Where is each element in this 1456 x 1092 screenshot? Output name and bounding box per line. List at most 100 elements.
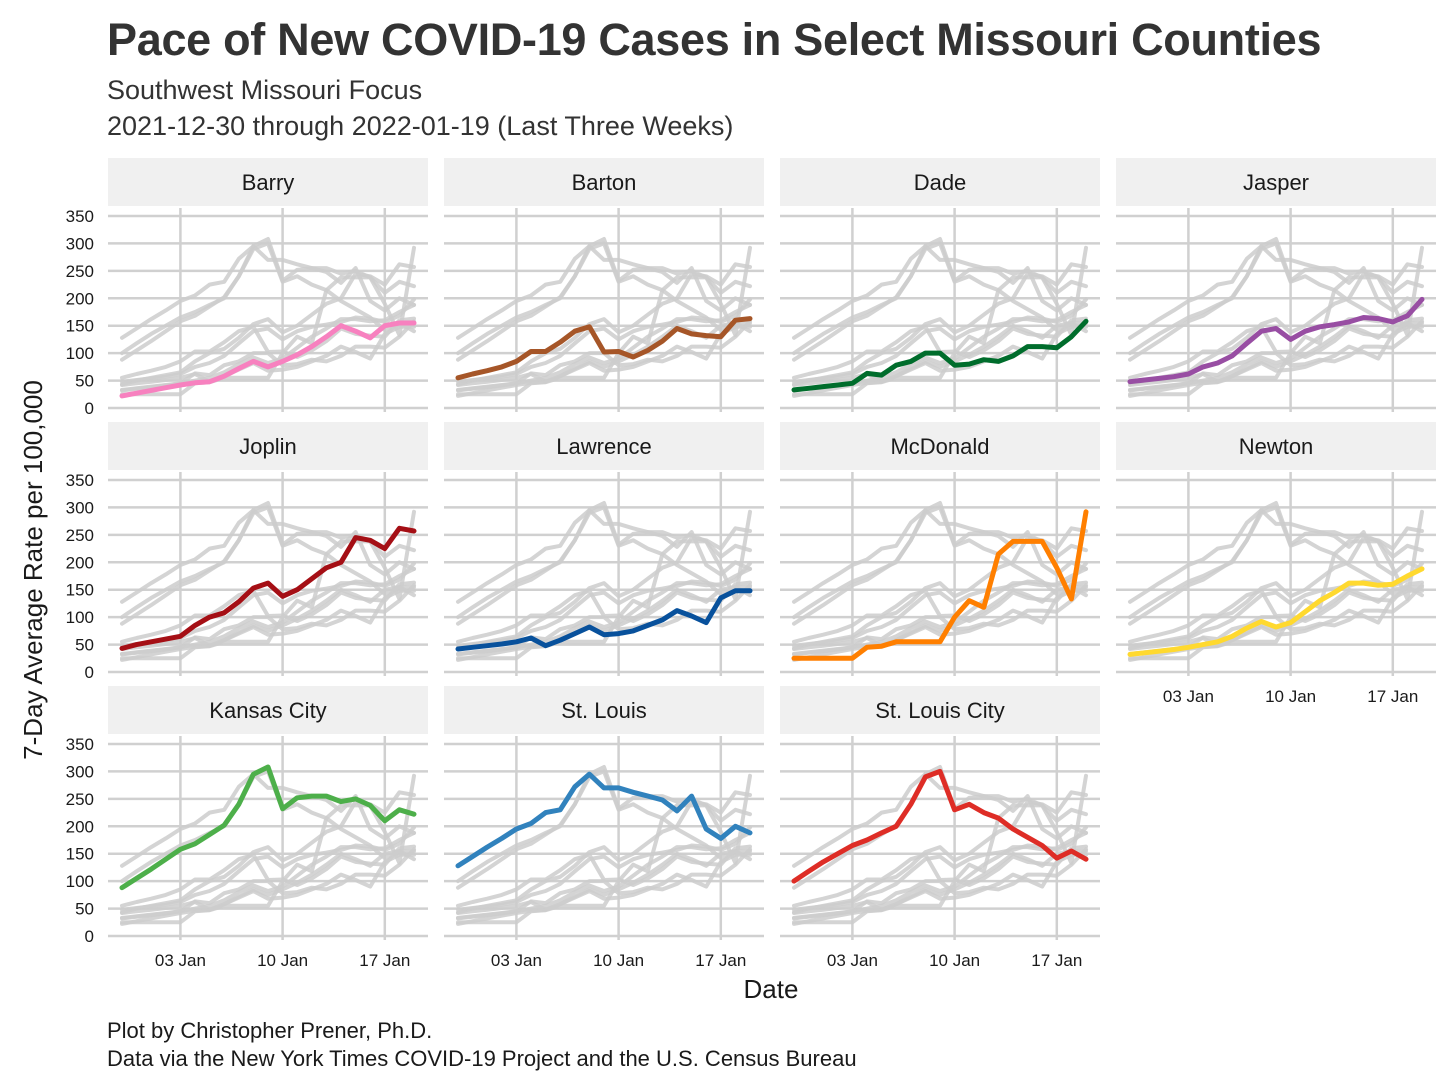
y-tick-label: 350: [66, 471, 94, 490]
background-series-line: [120, 852, 416, 915]
facet-strip: [108, 422, 428, 470]
x-tick-label: 17 Jan: [695, 951, 746, 970]
y-tick-label: 200: [66, 553, 94, 572]
facet-panel: Dade: [780, 158, 1100, 412]
facet-strip: [780, 422, 1100, 470]
y-tick-label: 50: [75, 900, 94, 919]
background-series-line: [456, 769, 752, 884]
y-tick-label: 50: [75, 636, 94, 655]
facet-strip: [1116, 158, 1436, 206]
y-tick-label: 250: [66, 262, 94, 281]
facet-strip: [1116, 422, 1436, 470]
background-series-line: [120, 505, 416, 620]
facet-label: St. Louis City: [875, 698, 1005, 723]
chart-caption-line-2: Data via the New York Times COVID-19 Pro…: [107, 1046, 857, 1071]
background-series-line: [1128, 324, 1424, 387]
background-series-line: [456, 830, 752, 921]
x-tick-label: 17 Jan: [1367, 687, 1418, 706]
background-series-line: [1128, 588, 1424, 651]
y-tick-label: 0: [85, 399, 94, 418]
background-series-line: [120, 241, 416, 356]
facet-panel: Joplin 0 50 100 150 200 250 300 350: [66, 422, 428, 682]
facet-label: Lawrence: [556, 434, 651, 459]
background-series-line: [120, 237, 416, 362]
background-series-line: [1128, 241, 1424, 356]
facet-panel: Kansas City 0 50 100 150 200 250 300 350: [66, 686, 428, 946]
background-series-line: [456, 241, 752, 356]
y-tick-label: 350: [66, 207, 94, 226]
facet-panel: Lawrence: [444, 422, 764, 676]
facet-strip: [780, 686, 1100, 734]
highlighted-series-line: [455, 771, 753, 869]
y-tick-label: 100: [66, 344, 94, 363]
x-tick-label: 03 Jan: [491, 951, 542, 970]
background-series-line: [792, 772, 1088, 868]
y-tick-label: 200: [66, 817, 94, 836]
y-tick-label: 200: [66, 289, 94, 308]
background-series-line: [1128, 237, 1424, 362]
highlighted-series-line: [119, 525, 417, 651]
facet-panel: St. Louis: [444, 686, 764, 940]
facet-label: Kansas City: [209, 698, 326, 723]
background-series-line: [1128, 244, 1424, 340]
y-tick-label: 350: [66, 735, 94, 754]
y-tick-label: 150: [66, 581, 94, 600]
highlighted-series-line: [1127, 296, 1425, 385]
highlighted-series-line: [119, 320, 417, 399]
facet-strip: [444, 422, 764, 470]
facet-label: Jasper: [1243, 170, 1309, 195]
y-tick-label: 300: [66, 762, 94, 781]
background-series-line: [120, 830, 416, 921]
background-series-line: [456, 505, 752, 620]
background-series-line: [120, 588, 416, 651]
background-series-line: [456, 765, 752, 890]
x-tick-label: 17 Jan: [359, 951, 410, 970]
highlighted-series-line: [455, 588, 753, 652]
background-series-line: [792, 765, 1088, 890]
background-series-line: [1128, 508, 1424, 604]
background-series-line: [456, 852, 752, 915]
facet-strip: [444, 686, 764, 734]
background-series-line: [456, 501, 752, 626]
x-tick-label: 03 Jan: [1163, 687, 1214, 706]
facet-label: Joplin: [239, 434, 296, 459]
y-tick-label: 0: [85, 663, 94, 682]
background-series-line: [792, 852, 1088, 915]
highlighted-series-line: [791, 768, 1089, 884]
x-tick-label: 10 Jan: [929, 951, 980, 970]
background-series-line: [120, 772, 416, 868]
chart-caption-line-1: Plot by Christopher Prener, Ph.D.: [107, 1018, 433, 1043]
y-tick-label: 150: [66, 317, 94, 336]
facet-strip: [108, 686, 428, 734]
y-tick-label: 100: [66, 608, 94, 627]
background-series-line: [456, 324, 752, 387]
background-series-line: [456, 566, 752, 657]
facet-label: Newton: [1239, 434, 1314, 459]
background-series-line: [792, 237, 1088, 362]
chart-title: Pace of New COVID-19 Cases in Select Mis…: [107, 14, 1322, 65]
facet-panel: Barry 0 50 100 150 200 250 300 350: [66, 158, 428, 418]
facet-label: Dade: [914, 170, 967, 195]
x-axis-title: Date: [744, 974, 799, 1004]
facet-panel: Newton: [1116, 422, 1436, 676]
highlighted-series-line: [119, 764, 417, 891]
highlighted-series-line: [791, 509, 1089, 661]
x-tick-label: 10 Jan: [593, 951, 644, 970]
background-series-line: [792, 241, 1088, 356]
highlighted-series-line: [791, 318, 1089, 393]
background-series-line: [792, 830, 1088, 921]
chart-subtitle-line-1: Southwest Missouri Focus: [107, 75, 423, 105]
background-series-line: [792, 588, 1088, 651]
y-tick-label: 300: [66, 498, 94, 517]
background-series-line: [792, 324, 1088, 387]
facet-panel: McDonald: [780, 422, 1100, 676]
background-series-line: [120, 566, 416, 657]
x-tick-label: 03 Jan: [827, 951, 878, 970]
highlighted-series-line: [455, 316, 753, 381]
facet-label: McDonald: [890, 434, 989, 459]
y-tick-label: 150: [66, 845, 94, 864]
background-series-line: [456, 244, 752, 340]
facet-strip: [108, 158, 428, 206]
background-series-line: [456, 508, 752, 604]
